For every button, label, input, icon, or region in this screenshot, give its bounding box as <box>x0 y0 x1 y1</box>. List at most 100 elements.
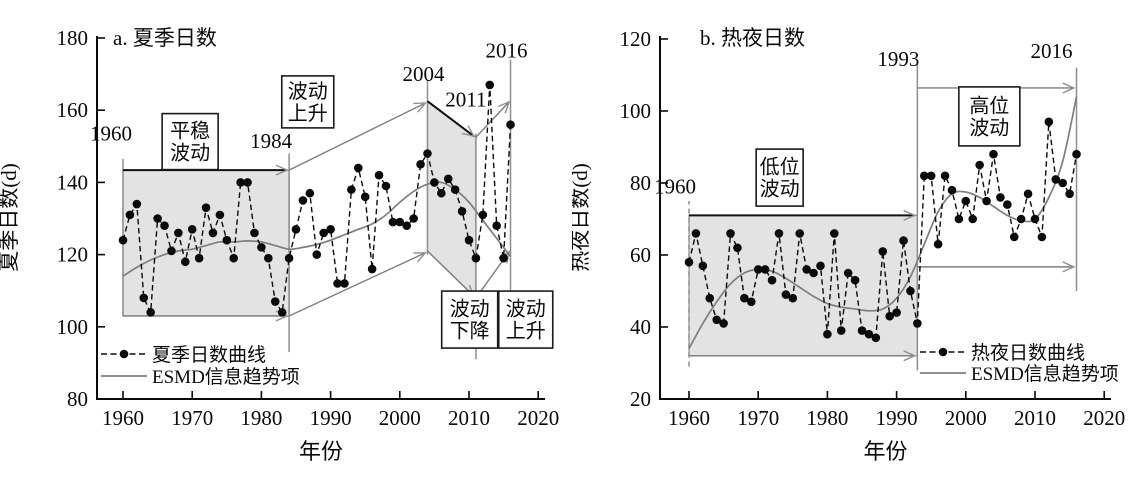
data-point <box>1065 189 1074 199</box>
data-point <box>395 217 405 227</box>
stage-label-line2: 波动 <box>969 116 1009 139</box>
y-tick-label: 40 <box>630 315 651 339</box>
stage-label-line1: 高位 <box>969 94 1009 117</box>
data-point <box>270 297 280 306</box>
stage-label-line1: 低位 <box>760 156 800 179</box>
data-point <box>919 171 929 181</box>
data-point <box>360 192 370 202</box>
year-label: 2016 <box>486 39 528 63</box>
data-point <box>409 214 418 223</box>
data-point <box>961 196 971 206</box>
data-point <box>443 174 453 184</box>
data-point <box>167 246 176 256</box>
data-point <box>975 160 984 170</box>
trend-line <box>122 181 512 277</box>
stage-label-box <box>280 75 335 129</box>
stage-arrow <box>475 101 510 138</box>
year-label: 2016 <box>1031 39 1073 63</box>
data-point <box>1072 149 1081 159</box>
data-point <box>257 243 266 252</box>
data-point <box>1030 214 1040 224</box>
series-line <box>688 121 1078 339</box>
arrowhead <box>1062 82 1076 94</box>
legend-series-dot <box>119 349 129 359</box>
y-tick-label: 100 <box>57 315 89 339</box>
data-point <box>236 178 245 187</box>
data-point <box>208 228 218 238</box>
data-point <box>816 261 825 271</box>
data-point <box>746 297 756 307</box>
data-point <box>215 210 225 220</box>
data-point <box>423 149 432 158</box>
stage-label-box <box>440 290 499 349</box>
data-point <box>913 319 922 328</box>
stage-label-line1: 波动 <box>288 80 328 103</box>
x-tick-label: 1990 <box>310 406 352 430</box>
y-tick-label: 120 <box>57 243 89 267</box>
legend-series-label: 热夜日数曲线 <box>971 342 1085 364</box>
y-axis-title: 夏季日数(d) <box>0 163 21 272</box>
data-point <box>402 221 412 231</box>
data-point <box>284 253 294 263</box>
data-point <box>940 171 950 181</box>
y-tick-label: 180 <box>57 26 89 50</box>
data-point <box>229 253 239 263</box>
data-point <box>492 221 501 231</box>
stage-label-box <box>958 86 1021 147</box>
data-point <box>760 265 770 274</box>
year-label: 1984 <box>250 129 293 153</box>
x-tick-label: 1980 <box>240 406 282 430</box>
stage-label-line2: 上升 <box>288 102 328 125</box>
stage-label-line2: 下降 <box>450 320 490 343</box>
panel-summer-days: 1960 1984 2004 2011 2016 平稳 波动 波动 上升 波动 下降 波动 上升 80 10… <box>0 0 572 473</box>
data-point <box>291 225 301 234</box>
x-tick-label: 1960 <box>102 406 144 430</box>
data-point <box>125 210 135 220</box>
data-point <box>684 257 694 267</box>
data-point <box>180 257 190 267</box>
data-point <box>478 210 488 220</box>
x-tick-label: 2010 <box>448 406 490 430</box>
y-tick-label: 120 <box>620 27 652 51</box>
data-point <box>430 178 439 187</box>
chart-summer-days: 1960 1984200420112016平稳波动波动上升波动下降波动上升8010… <box>0 26 559 464</box>
data-point <box>698 261 708 271</box>
data-point <box>1016 214 1026 224</box>
legend-series-label: 夏季日数曲线 <box>152 344 266 366</box>
panel-title: b. 热夜日数 <box>700 26 805 50</box>
arrowhead <box>413 252 427 263</box>
data-point <box>767 275 777 285</box>
data-point <box>802 265 811 274</box>
arrowhead <box>413 102 427 113</box>
arrowhead <box>1062 261 1076 273</box>
x-tick-label: 2020 <box>1083 406 1125 430</box>
data-point <box>222 235 232 245</box>
data-point <box>788 293 798 303</box>
legend-series-dot <box>938 347 948 357</box>
data-point <box>885 311 894 321</box>
data-point <box>457 206 467 216</box>
data-point <box>823 329 832 339</box>
stage-arrow <box>426 100 475 137</box>
data-point <box>506 120 515 129</box>
data-point <box>437 188 446 198</box>
data-point <box>499 253 508 263</box>
data-point <box>305 188 315 198</box>
data-point <box>691 229 701 238</box>
y-axis-title: 热夜日数(d) <box>572 163 592 272</box>
data-point <box>753 265 763 274</box>
data-point <box>1044 117 1054 127</box>
x-axis-title: 年份 <box>299 439 343 464</box>
data-point <box>194 253 204 263</box>
data-point <box>298 196 308 205</box>
data-point <box>471 253 481 263</box>
stage-label-line2: 波动 <box>760 178 800 201</box>
stage-label-box <box>497 290 554 349</box>
stage-label-box <box>161 112 219 171</box>
data-point <box>1023 189 1033 199</box>
data-point <box>264 253 273 263</box>
data-point <box>174 228 183 238</box>
data-point <box>857 326 867 335</box>
y-tick-label: 160 <box>57 98 89 122</box>
data-point <box>892 308 901 317</box>
